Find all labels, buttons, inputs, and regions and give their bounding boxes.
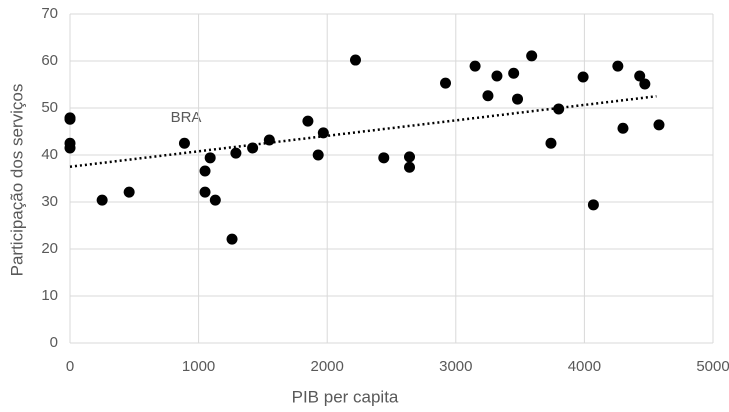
point: [545, 137, 557, 149]
y-tick-label: 0: [50, 334, 58, 351]
point: [653, 119, 665, 131]
point: [204, 152, 216, 164]
point: [64, 142, 76, 154]
point: [96, 194, 108, 206]
annotation: BRA: [171, 109, 202, 126]
x-tick-label: 1000: [182, 358, 215, 375]
x-axis-title: PIB per capita: [292, 387, 399, 406]
point: [639, 78, 651, 90]
y-tick-label: 60: [41, 52, 58, 69]
point: [349, 54, 361, 66]
point: [404, 151, 416, 163]
point: [553, 103, 565, 115]
point: [64, 113, 76, 125]
point: [440, 77, 452, 89]
point: [404, 161, 416, 173]
point: [226, 233, 238, 245]
x-tick-label: 0: [66, 358, 74, 375]
point: [247, 142, 259, 154]
point: [512, 93, 524, 105]
y-tick-label: 10: [41, 287, 58, 304]
point: [230, 147, 242, 159]
point: [508, 67, 520, 79]
y-axis-title: Participação dos serviços: [7, 84, 26, 277]
point: [317, 127, 329, 139]
point: [634, 70, 646, 82]
point: [312, 149, 324, 161]
y-tick-label: 40: [41, 146, 58, 163]
point: [491, 70, 503, 82]
x-tick-label: 2000: [311, 358, 344, 375]
point: [178, 137, 190, 149]
x-tick-label: 3000: [439, 358, 472, 375]
point: [378, 152, 390, 164]
point: [123, 186, 135, 198]
x-tick-label: 5000: [696, 358, 729, 375]
point: [612, 60, 624, 72]
point: [617, 122, 629, 134]
point: [482, 90, 494, 102]
y-tick-label: 70: [41, 5, 58, 22]
point: [577, 71, 589, 83]
point: [526, 50, 538, 62]
point: [199, 165, 211, 177]
trendline: [69, 95, 657, 168]
y-tick-label: 50: [41, 99, 58, 116]
point: [199, 186, 211, 198]
y-tick-label: 30: [41, 193, 58, 210]
point: [587, 199, 599, 211]
point: [302, 115, 314, 127]
point: [469, 60, 481, 72]
x-tick-label: 4000: [568, 358, 601, 375]
point: [263, 134, 275, 146]
point: [209, 194, 221, 206]
y-tick-label: 20: [41, 240, 58, 257]
